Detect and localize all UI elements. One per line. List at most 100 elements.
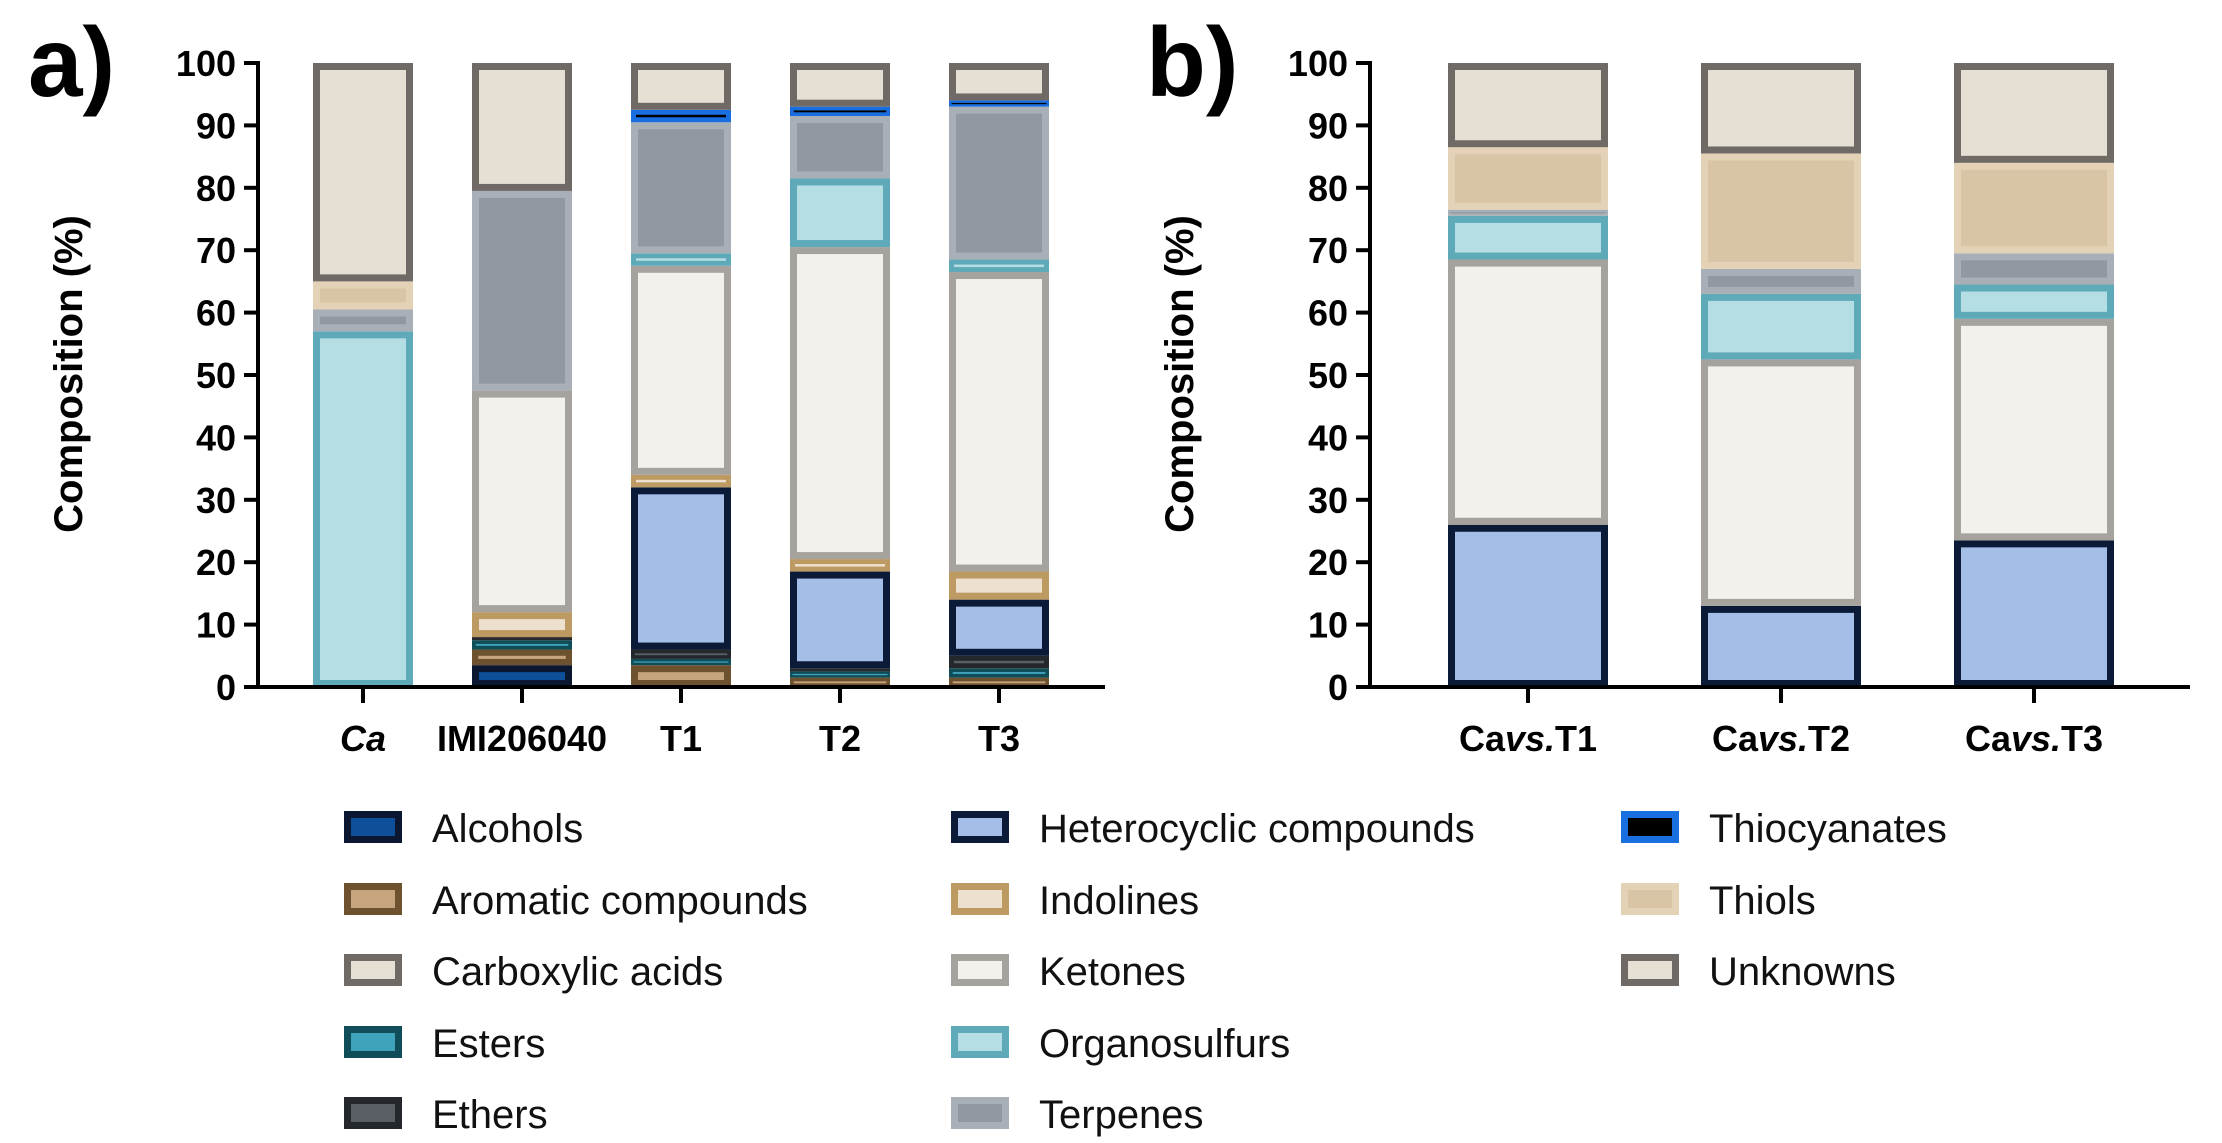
bar-segment-aromatic-compounds-t3 — [949, 677, 1050, 688]
y-tick-label: 40 — [196, 417, 236, 458]
x-category-label: T1 — [660, 718, 702, 759]
y-tick-label: 100 — [1288, 43, 1348, 84]
legend-swatch-carboxylic-acids — [344, 954, 402, 986]
bar-segment-organosulfurs-t2 — [790, 178, 890, 248]
legend-label-esters: Esters — [432, 1022, 545, 1066]
legend-swatch-esters — [344, 1026, 402, 1058]
bar-segment-aromatic-compounds-t2 — [790, 677, 891, 688]
x-category-label: Cavs.T3 — [1965, 718, 2103, 759]
category-prefix: Ca — [1459, 718, 1506, 759]
panel-b-chart: b) Composition (%) 0 10 20 30 40 50 60 70 80 90 10… — [1146, 7, 2190, 759]
legend-label-carboxylic-acids: Carboxylic acids — [432, 950, 723, 994]
category-vs: vs. — [2011, 718, 2061, 759]
bar-segment-indolines-imi206040 — [472, 612, 572, 638]
bar-segment-organosulfurs-cavs-t2 — [1701, 293, 1861, 360]
bar-segment-ketones-t1 — [631, 265, 731, 475]
y-tick-label: 30 — [196, 480, 236, 521]
legend-label-thiocyanates: Thiocyanates — [1709, 807, 1947, 851]
bar-segment-ethers-t2 — [790, 668, 890, 672]
x-category-label: IMI206040 — [437, 718, 607, 759]
panel-b-letter: b) — [1146, 7, 1239, 117]
bar-segment-terpenes-t3 — [949, 106, 1049, 260]
y-tick-label: 80 — [196, 168, 236, 209]
bar-segment-thiols-cavs-t3 — [1954, 162, 2114, 254]
y-tick-label: 50 — [1308, 355, 1348, 396]
legend-label-alcohols: Alcohols — [432, 807, 583, 851]
legend-swatch-ethers — [344, 1097, 402, 1129]
legend-swatch-thiocyanates — [1621, 811, 1679, 843]
y-tick-label: 0 — [216, 667, 236, 708]
panel-a-category-labels: Ca IMI206040 T1 T2 T3 — [340, 718, 1020, 759]
panel-a-letter: a) — [28, 7, 115, 117]
bar-segment-terpenes-t1 — [631, 122, 731, 254]
legend: Alcohols Aromatic compounds Carboxylic aci… — [344, 807, 1947, 1137]
legend-swatch-alcohols — [344, 811, 402, 843]
legend-label-thiols: Thiols — [1709, 879, 1816, 923]
legend-label-indolines: Indolines — [1039, 879, 1199, 923]
category-prefix: Ca — [1712, 718, 1759, 759]
category-suffix: T2 — [1808, 718, 1850, 759]
bar-segment-ethers-t1 — [631, 649, 732, 659]
bar-segment-terpenes-t2 — [790, 116, 890, 179]
y-tick-label: 70 — [196, 230, 236, 271]
legend-label-unknowns: Unknowns — [1709, 950, 1896, 994]
x-category-label: T2 — [819, 718, 861, 759]
bar-segment-ketones-cavs-t1 — [1448, 259, 1608, 525]
legend-swatch-organosulfurs — [951, 1026, 1009, 1058]
bar-segment-unknowns-cavs-t2 — [1701, 63, 1861, 154]
y-tick-label: 100 — [176, 43, 236, 84]
bar-segment-ketones-t2 — [790, 247, 890, 560]
bar-segment-indolines-t2 — [789, 559, 890, 572]
panel-b-y-ticks: 0 10 20 30 40 50 60 70 80 90 100 — [1288, 43, 1370, 708]
bar-segment-heterocyclic-compounds-t1 — [631, 487, 731, 650]
panel-a-y-ticks: 0 10 20 30 40 50 60 70 80 90 100 — [176, 43, 258, 708]
bar-segment-aromatic-compounds-t1 — [631, 665, 731, 687]
y-tick-label: 70 — [1308, 230, 1348, 271]
bar-segment-esters-imi206040 — [472, 640, 573, 650]
legend-swatch-unknowns — [1621, 954, 1679, 986]
y-tick-label: 10 — [1308, 605, 1348, 646]
bar-segment-thiocyanates-t2 — [790, 106, 891, 117]
bar-segment-ketones-t3 — [949, 272, 1049, 572]
x-category-label: Cavs.T2 — [1712, 718, 1850, 759]
legend-swatch-ketones — [951, 954, 1009, 986]
bar-segment-aromatic-compounds-imi206040 — [471, 649, 572, 666]
y-tick-label: 60 — [1308, 293, 1348, 334]
panel-a-chart: a) Composition (%) 0 10 20 30 40 50 60 70 80 90 10… — [28, 7, 1105, 759]
y-tick-label: 50 — [196, 355, 236, 396]
bar-segment-heterocyclic-compounds-cavs-t3 — [1954, 540, 2114, 687]
y-tick-label: 10 — [196, 605, 236, 646]
bar-segment-terpenes-cavs-t1 — [1448, 209, 1609, 216]
legend-label-ketones: Ketones — [1039, 950, 1186, 994]
bar-segment-unknowns-ca — [313, 63, 413, 282]
bar-segment-indolines-t1 — [630, 474, 731, 488]
legend-swatch-thiols — [1621, 883, 1679, 915]
y-tick-label: 20 — [196, 542, 236, 583]
bar-segment-ketones-cavs-t3 — [1954, 318, 2114, 541]
bar-segment-ketones-imi206040 — [472, 390, 572, 613]
x-category-label: Cavs.T1 — [1459, 718, 1597, 759]
legend-label-terpenes: Terpenes — [1039, 1093, 1204, 1137]
bar-segment-esters-t3 — [949, 668, 1050, 678]
panel-a-axes — [256, 61, 1105, 703]
bar-segment-terpenes-ca — [313, 309, 413, 332]
bar-segment-organosulfurs-t1 — [630, 253, 731, 266]
legend-label-ethers: Ethers — [432, 1093, 548, 1137]
y-tick-label: 90 — [1308, 105, 1348, 146]
y-tick-label: 0 — [1328, 667, 1348, 708]
panel-a-y-axis-title: Composition (%) — [47, 215, 91, 533]
bar-segment-ethers-imi206040 — [472, 637, 572, 641]
category-vs: vs. — [1758, 718, 1808, 759]
bar-segment-unknowns-cavs-t3 — [1954, 63, 2114, 163]
bar-segment-thiols-cavs-t1 — [1448, 147, 1608, 210]
bar-segment-heterocyclic-compounds-cavs-t1 — [1448, 524, 1608, 688]
legend-swatch-terpenes — [951, 1097, 1009, 1129]
category-vs: vs. — [1505, 718, 1555, 759]
legend-swatch-aromatic-compounds — [344, 883, 402, 915]
y-tick-label: 90 — [196, 105, 236, 146]
bar-segment-terpenes-cavs-t3 — [1954, 253, 2114, 285]
bar-segment-heterocyclic-compounds-t3 — [949, 599, 1049, 656]
bar-segment-ethers-t3 — [948, 655, 1049, 669]
panel-b-y-axis-title: Composition (%) — [1158, 215, 1202, 533]
